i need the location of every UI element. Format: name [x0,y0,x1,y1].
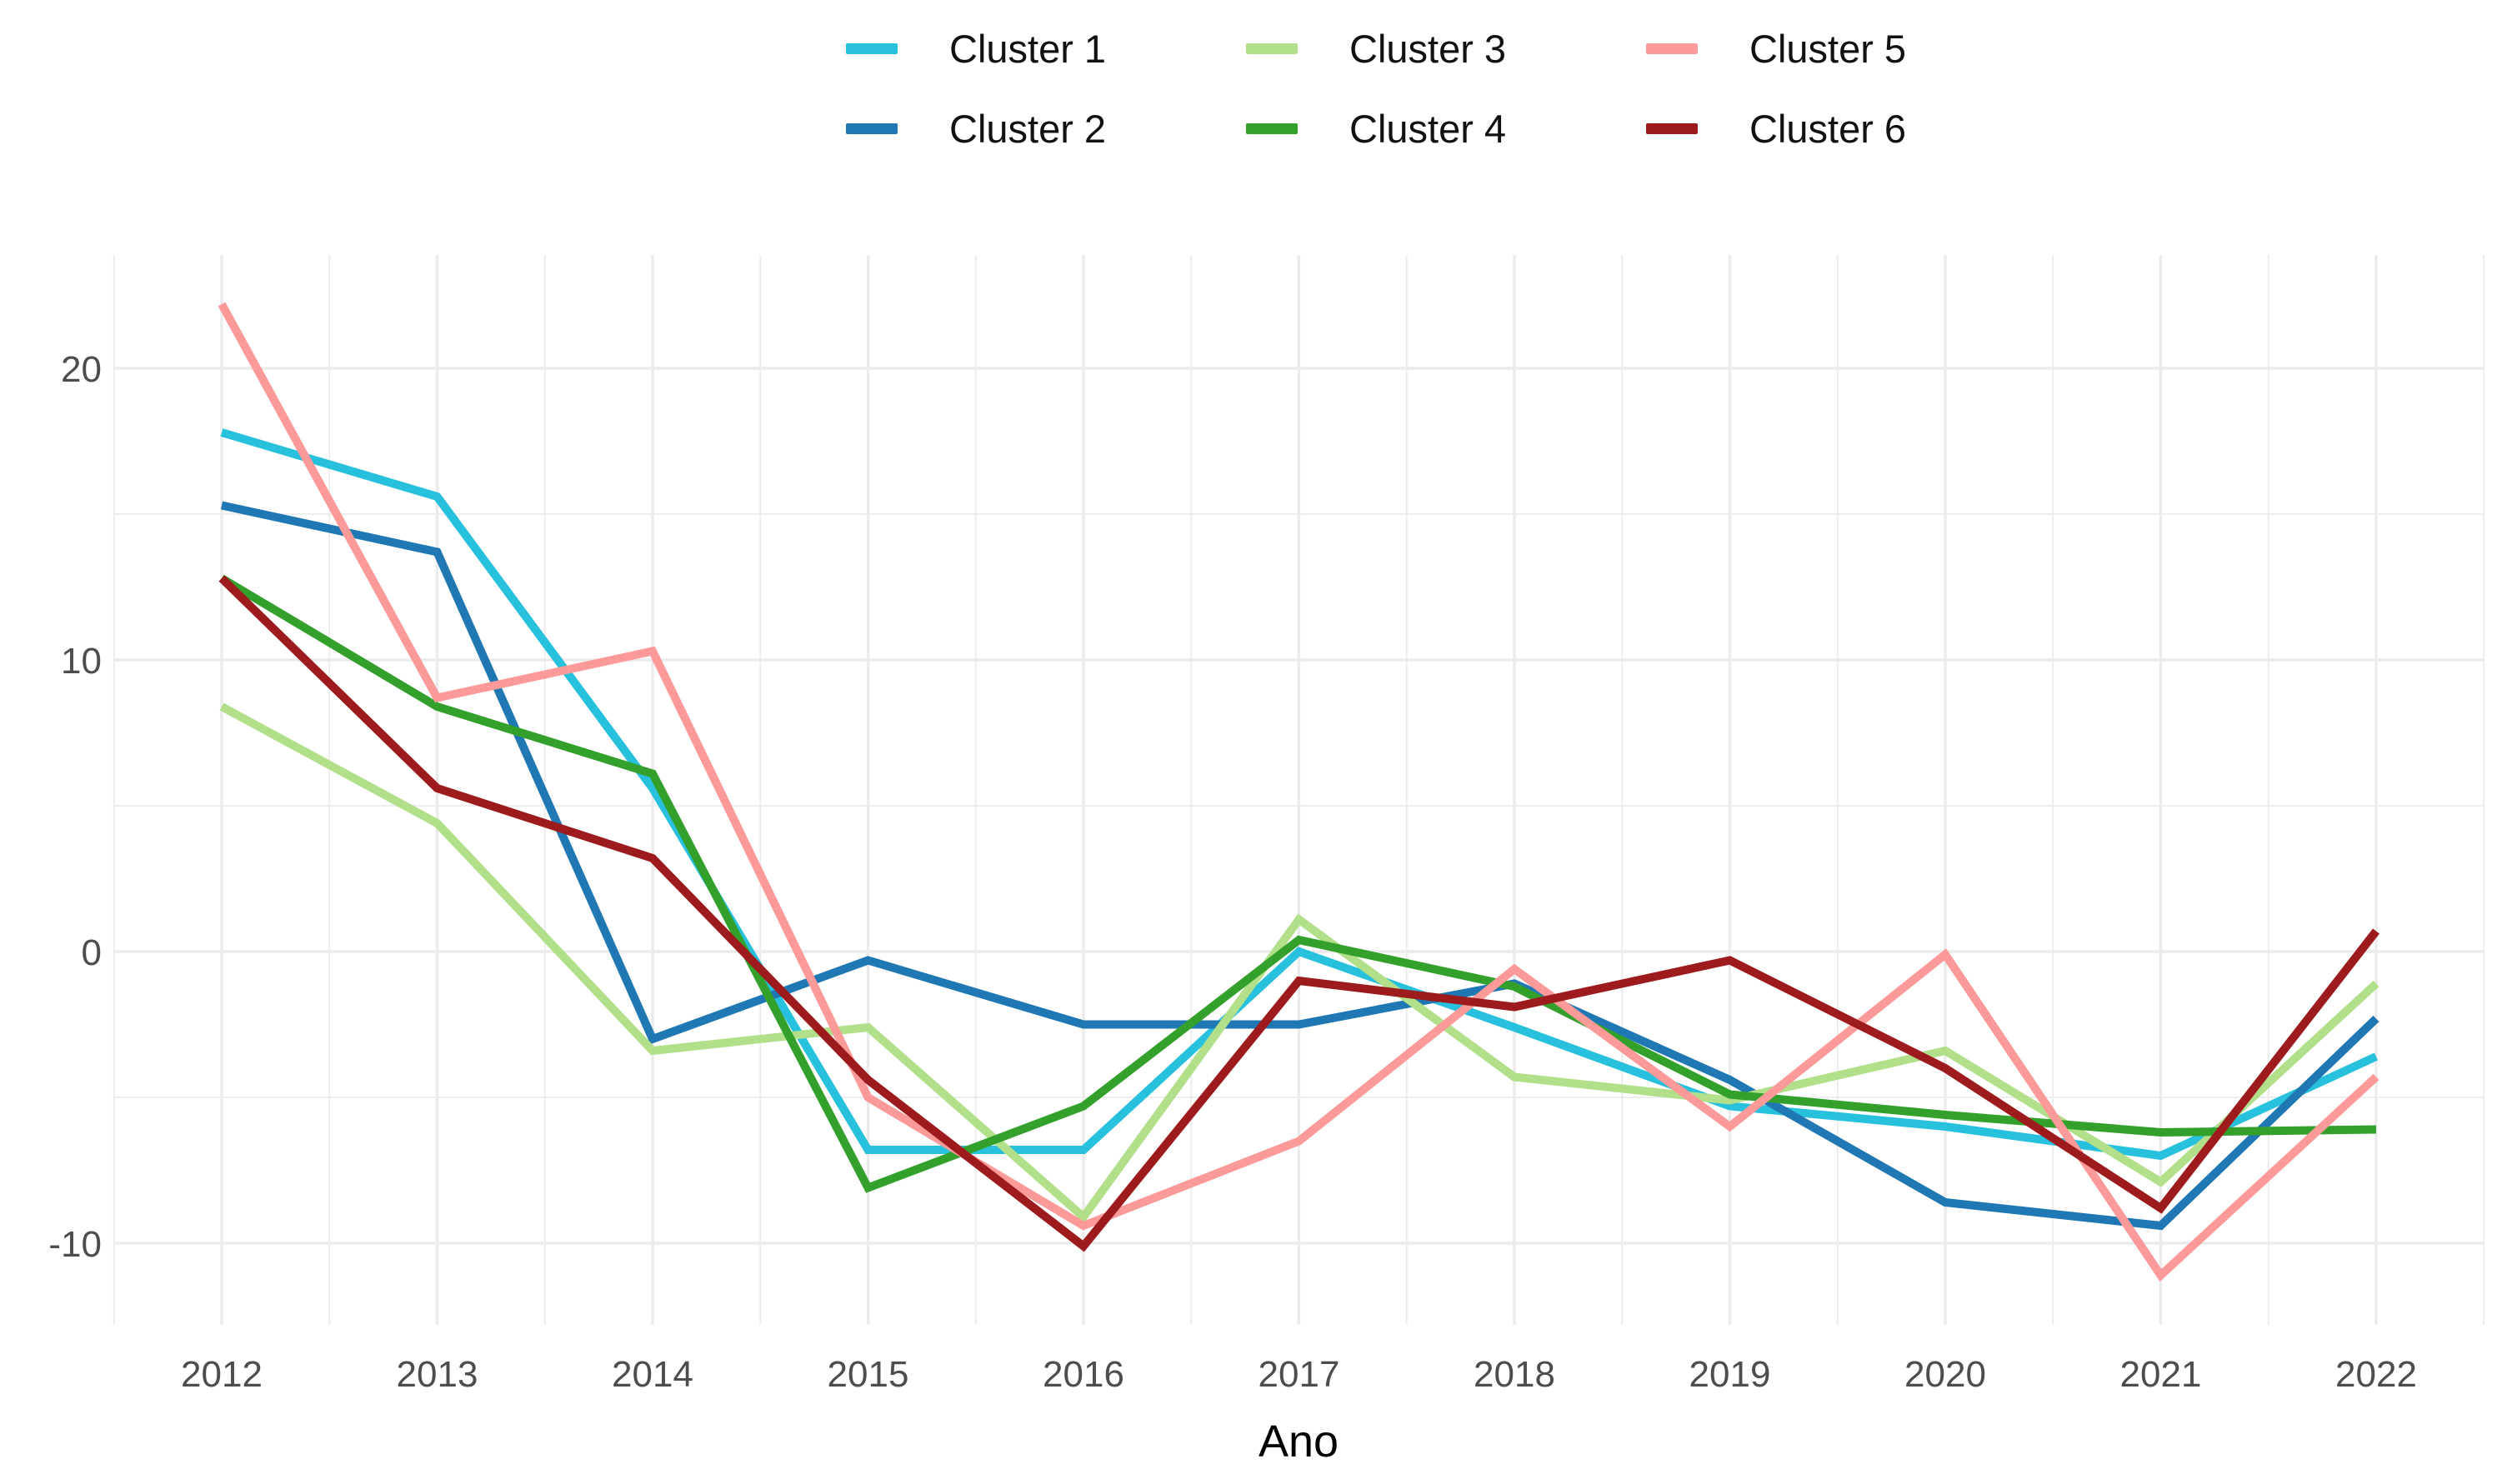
x-tick-label: 2018 [1474,1354,1555,1395]
legend-key-icon [1646,122,1698,134]
series-line-cluster-1 [220,428,2379,1161]
y-tick-label: 0 [82,932,102,973]
y-tick-label: 10 [61,641,102,682]
legend-key-icon [846,122,898,134]
legend-item-cluster-1: Cluster 1 [846,26,1246,72]
legend-label: Cluster 2 [949,106,1107,151]
x-tick-label: 2016 [1043,1354,1124,1395]
series-line-cluster-2 [220,501,2379,1231]
legend-label: Cluster 1 [949,26,1107,71]
series-lines [218,302,2379,1282]
x-tick-label: 2021 [2120,1354,2202,1395]
series-line-cluster-4 [219,574,2377,1193]
legend-item-cluster-3: Cluster 3 [1246,26,1646,72]
legend-key-icon [1646,42,1698,54]
legend-item-cluster-2: Cluster 2 [846,106,1246,152]
series-line-cluster-6 [218,575,2379,1252]
legend-label: Cluster 5 [1749,26,1907,71]
chart-legend: Cluster 1 Cluster 3 Cluster 5 Cluster 2 Clus… [846,8,2046,168]
x-axis-title: Ano [1258,1417,1339,1467]
x-tick-label: 2013 [397,1354,478,1395]
x-tick-label: 2015 [828,1354,909,1395]
legend-item-cluster-5: Cluster 5 [1646,26,2046,72]
y-tick-label: -10 [48,1224,102,1265]
series-line-cluster-5 [218,302,2379,1282]
legend-key-icon [1246,122,1298,134]
x-tick-label: 2020 [1904,1354,1986,1395]
legend-key-icon [846,42,898,54]
x-tick-label: 2019 [1689,1354,1771,1395]
legend-label: Cluster 6 [1749,106,1907,151]
legend-label: Cluster 3 [1349,26,1507,71]
y-tick-label: 20 [61,349,102,390]
x-tick-label: 2017 [1258,1354,1340,1395]
x-tick-label: 2022 [2335,1354,2417,1395]
x-tick-label: 2012 [181,1354,263,1395]
legend-item-cluster-6: Cluster 6 [1646,106,2046,152]
x-axis-tick-labels: 2012 2013 2014 2015 2016 2017 2018 2019 2020 2021… [181,1354,2417,1395]
legend-item-cluster-4: Cluster 4 [1246,106,1646,152]
y-axis-tick-labels: 20 10 0 -10 [48,349,102,1265]
x-tick-label: 2014 [612,1354,693,1395]
legend-key-icon [1246,42,1298,54]
series-line-cluster-3 [219,702,2379,1223]
legend-label: Cluster 4 [1349,106,1507,151]
